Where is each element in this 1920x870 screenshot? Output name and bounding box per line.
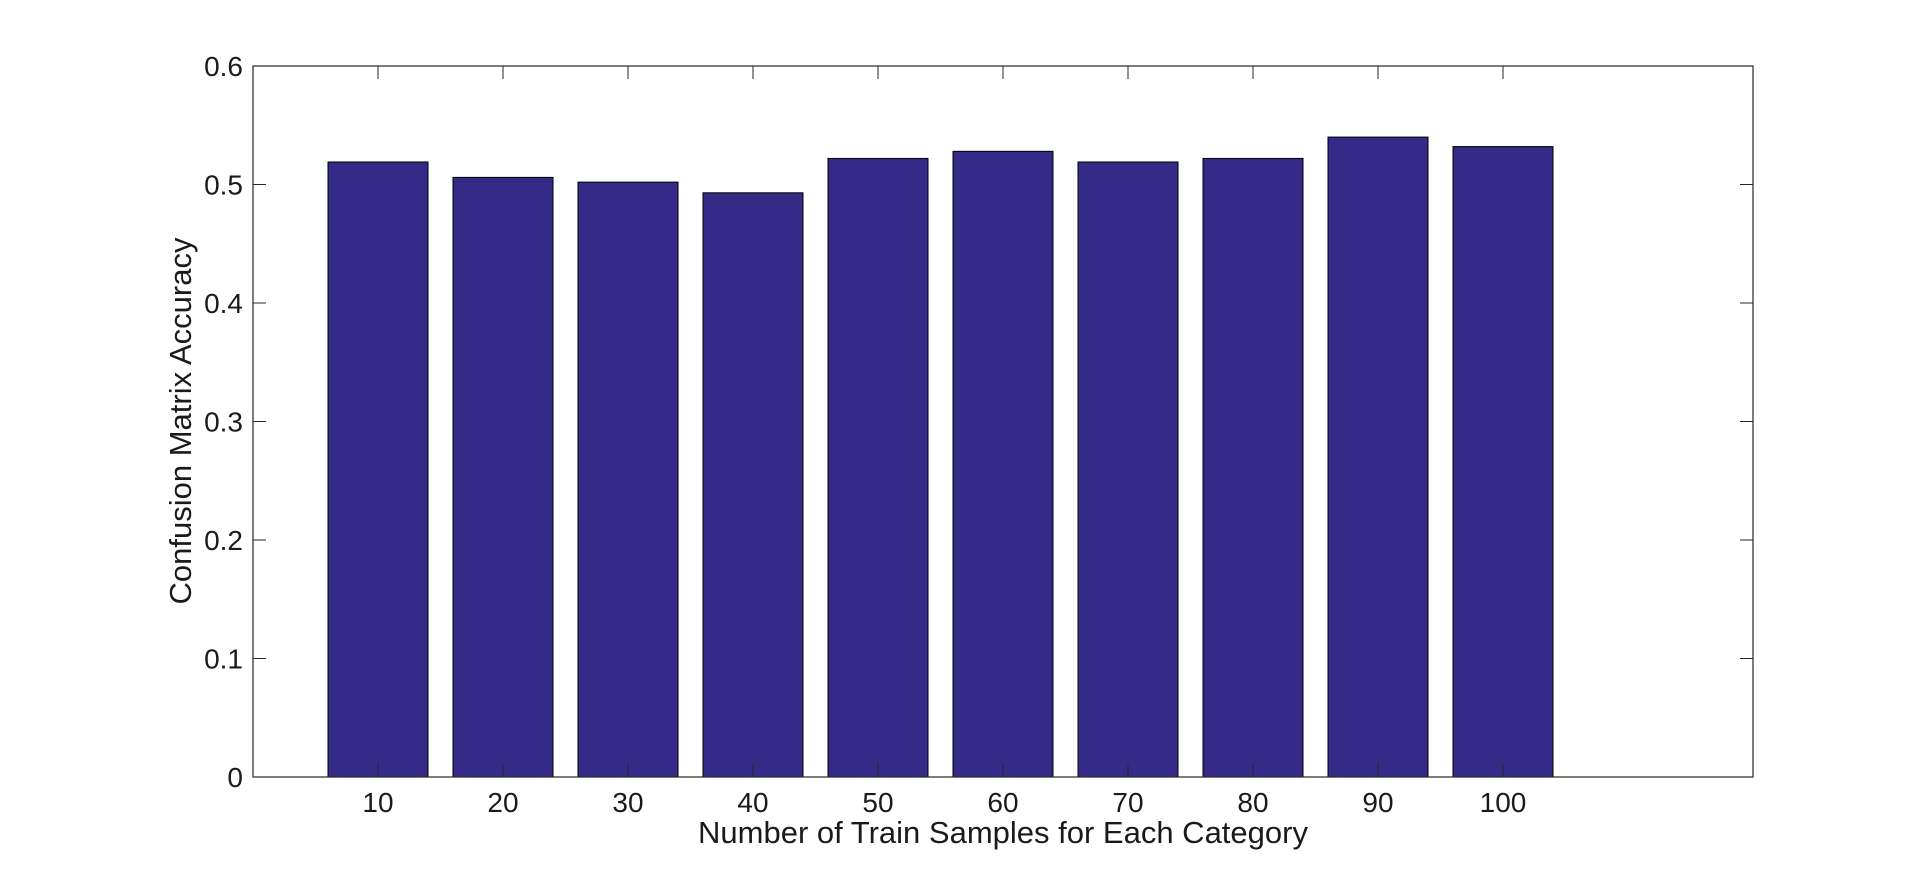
y-tick-label-0.4: 0.4 [204, 288, 243, 319]
y-tick-label-0.1: 0.1 [204, 644, 243, 675]
x-tick-label-20: 20 [487, 787, 518, 818]
x-tick-label-100: 100 [1480, 787, 1527, 818]
bar-10 [327, 161, 429, 778]
bar-80 [1202, 157, 1304, 778]
bar-30 [577, 181, 679, 778]
bar-100 [1452, 146, 1554, 778]
x-tick-label-10: 10 [362, 787, 393, 818]
y-tick-label-0.2: 0.2 [204, 525, 243, 556]
x-tick-label-50: 50 [862, 787, 893, 818]
y-tick-label-0: 0 [227, 762, 243, 793]
x-axis-label: Number of Train Samples for Each Categor… [698, 815, 1308, 850]
y-axis-label: Confusion Matrix Accuracy [163, 237, 198, 604]
bar-70 [1077, 161, 1179, 778]
x-tick-label-90: 90 [1362, 787, 1393, 818]
x-tick-label-60: 60 [987, 787, 1018, 818]
x-tick-label-40: 40 [737, 787, 768, 818]
bar-90 [1327, 136, 1429, 778]
x-tick-label-30: 30 [612, 787, 643, 818]
y-tick-label-0.5: 0.5 [204, 170, 243, 201]
y-tick-label-0.6: 0.6 [204, 51, 243, 82]
bar-50 [827, 157, 929, 778]
bars-layer [327, 136, 1554, 778]
axes-box [252, 65, 1754, 778]
y-tick-label-0.3: 0.3 [204, 407, 243, 438]
bar-40 [702, 192, 804, 778]
x-tick-label-80: 80 [1237, 787, 1268, 818]
bar-60 [952, 150, 1054, 778]
x-tick-label-70: 70 [1112, 787, 1143, 818]
tick-labels-layer: 10 20 30 40 50 60 70 80 90 100 0 0.1 0.2 0.3 0.4 0.5 0.6 [204, 51, 1526, 818]
bar-20 [452, 176, 554, 778]
